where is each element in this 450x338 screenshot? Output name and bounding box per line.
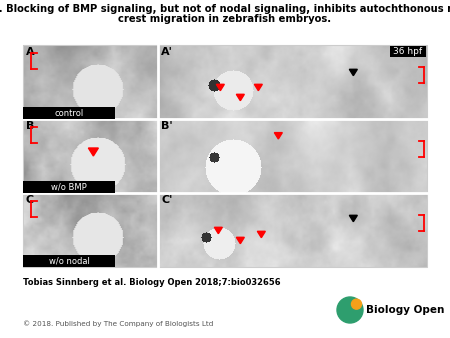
Polygon shape	[349, 69, 357, 76]
Text: 36 hpf: 36 hpf	[393, 47, 423, 56]
Polygon shape	[214, 227, 222, 234]
Text: B': B'	[162, 121, 173, 131]
Text: A: A	[26, 47, 35, 57]
Circle shape	[351, 299, 361, 309]
Text: A': A'	[162, 47, 173, 57]
Polygon shape	[236, 237, 244, 244]
Text: B: B	[26, 121, 34, 131]
Text: w/o BMP: w/o BMP	[51, 183, 87, 192]
Bar	[23, 119, 158, 193]
Bar	[23, 181, 115, 193]
Bar	[158, 45, 427, 119]
Polygon shape	[274, 132, 282, 139]
Bar	[23, 193, 158, 267]
Polygon shape	[349, 215, 357, 222]
Bar	[23, 45, 158, 119]
Text: w/o nodal: w/o nodal	[49, 257, 90, 266]
Bar	[158, 119, 427, 193]
Bar	[390, 46, 426, 57]
Polygon shape	[254, 84, 262, 91]
Bar	[23, 255, 115, 267]
Text: © 2018. Published by The Company of Biologists Ltd: © 2018. Published by The Company of Biol…	[23, 320, 213, 327]
Bar	[23, 107, 115, 119]
Text: C': C'	[162, 195, 173, 205]
Polygon shape	[88, 148, 99, 156]
Polygon shape	[257, 231, 266, 238]
Text: Tobias Sinnberg et al. Biology Open 2018;7:bio032656: Tobias Sinnberg et al. Biology Open 2018…	[23, 278, 281, 287]
Bar	[158, 193, 427, 267]
Polygon shape	[236, 94, 244, 101]
Polygon shape	[216, 84, 225, 91]
Text: Fig. 2. Blocking of BMP signaling, but not of nodal signaling, inhibits autochth: Fig. 2. Blocking of BMP signaling, but n…	[0, 4, 450, 14]
Text: crest migration in zebrafish embryos.: crest migration in zebrafish embryos.	[118, 14, 332, 24]
Text: C: C	[26, 195, 34, 205]
Text: Biology Open: Biology Open	[366, 305, 445, 315]
Circle shape	[337, 297, 363, 323]
Text: control: control	[54, 108, 84, 118]
